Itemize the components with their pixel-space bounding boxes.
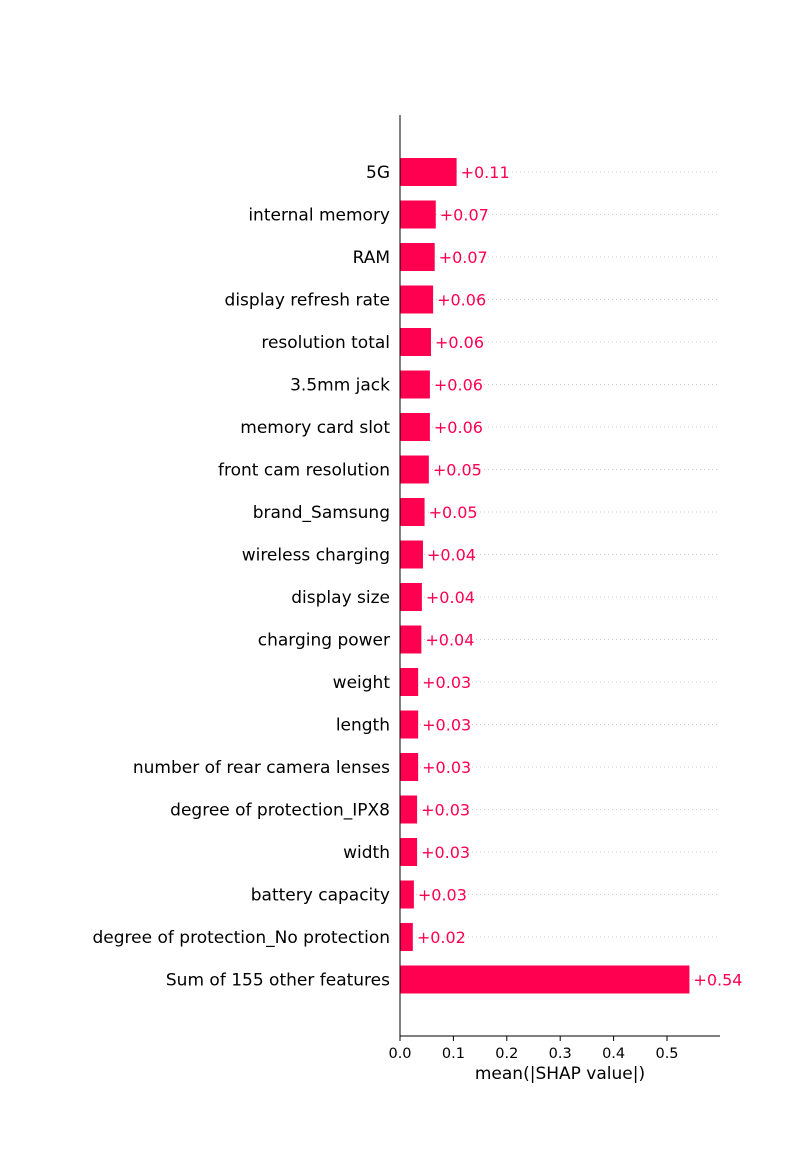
feature-label: battery capacity xyxy=(251,886,390,906)
value-label: +0.03 xyxy=(418,886,467,905)
x-axis-ticks: 0.0 0.1 0.2 0.3 0.4 0.5 xyxy=(388,1036,679,1062)
feature-label: wireless charging xyxy=(242,546,390,566)
bar-15 xyxy=(400,795,418,824)
bar-14 xyxy=(400,753,419,781)
bar-7 xyxy=(400,455,429,484)
feature-label: degree of protection_No protection xyxy=(93,928,390,948)
value-label: +0.06 xyxy=(435,333,484,352)
feature-label: resolution total xyxy=(261,333,390,353)
bar-10 xyxy=(400,583,422,611)
x-tick-label: 0.3 xyxy=(549,1046,572,1062)
value-label: +0.02 xyxy=(417,928,466,947)
value-label: +0.07 xyxy=(439,248,488,267)
value-label: +0.04 xyxy=(426,588,475,607)
value-label: +0.04 xyxy=(427,546,476,565)
bar-19 xyxy=(400,965,690,994)
feature-label: display size xyxy=(291,588,390,608)
feature-label: weight xyxy=(333,673,391,693)
value-label: +0.06 xyxy=(437,291,486,310)
bar-16 xyxy=(400,838,418,866)
x-tick-label: 0.0 xyxy=(388,1046,411,1062)
value-labels: +0.11 +0.07 +0.07 +0.06 +0.06 +0.06 +0.06 +0.05… xyxy=(417,163,743,990)
value-label: +0.06 xyxy=(434,418,483,437)
bar-18 xyxy=(400,923,413,951)
bar-0 xyxy=(400,158,457,186)
feature-label: degree of protection_IPX8 xyxy=(170,801,390,821)
bar-12 xyxy=(400,668,419,696)
feature-label: memory card slot xyxy=(240,418,390,438)
value-label: +0.03 xyxy=(422,716,471,735)
feature-label: RAM xyxy=(353,248,390,268)
feature-label: length xyxy=(336,716,390,736)
value-label: +0.03 xyxy=(421,843,470,862)
feature-labels: 5G internal memory RAM display refresh rate… xyxy=(93,163,391,991)
value-label: +0.05 xyxy=(433,461,482,480)
value-label: +0.11 xyxy=(461,163,510,182)
x-tick-label: 0.2 xyxy=(495,1046,518,1062)
x-tick-label: 0.5 xyxy=(655,1046,678,1062)
feature-label: internal memory xyxy=(248,206,390,226)
value-label: +0.03 xyxy=(421,801,470,820)
bar-9 xyxy=(400,540,423,569)
bar-5 xyxy=(400,370,430,399)
feature-label: display refresh rate xyxy=(225,291,390,311)
value-label: +0.07 xyxy=(440,206,489,225)
feature-label: brand_Samsung xyxy=(253,503,390,523)
x-axis-title: mean(|SHAP value|) xyxy=(475,1064,645,1084)
x-tick-label: 0.4 xyxy=(602,1046,625,1062)
feature-label: charging power xyxy=(258,631,390,651)
feature-label: front cam resolution xyxy=(218,461,390,481)
x-tick-label: 0.1 xyxy=(442,1046,465,1062)
feature-label: 5G xyxy=(366,163,390,183)
feature-label: number of rear camera lenses xyxy=(133,758,390,778)
value-label: +0.06 xyxy=(434,376,483,395)
value-label: +0.03 xyxy=(422,758,471,777)
value-label: +0.05 xyxy=(429,503,478,522)
bar-4 xyxy=(400,328,431,356)
bar-1 xyxy=(400,200,436,229)
row-guides xyxy=(400,171,720,980)
bar-8 xyxy=(400,498,425,526)
bar-17 xyxy=(400,880,414,909)
feature-label: width xyxy=(343,843,390,863)
bar-11 xyxy=(400,625,422,654)
bars xyxy=(400,158,690,994)
value-label: +0.04 xyxy=(425,631,474,650)
feature-label: 3.5mm jack xyxy=(290,376,390,396)
value-label: +0.54 xyxy=(693,971,742,990)
bar-6 xyxy=(400,413,430,441)
feature-label: Sum of 155 other features xyxy=(166,971,390,991)
bar-3 xyxy=(400,285,434,314)
bar-13 xyxy=(400,710,419,739)
value-label: +0.03 xyxy=(422,673,471,692)
bar-2 xyxy=(400,243,435,271)
